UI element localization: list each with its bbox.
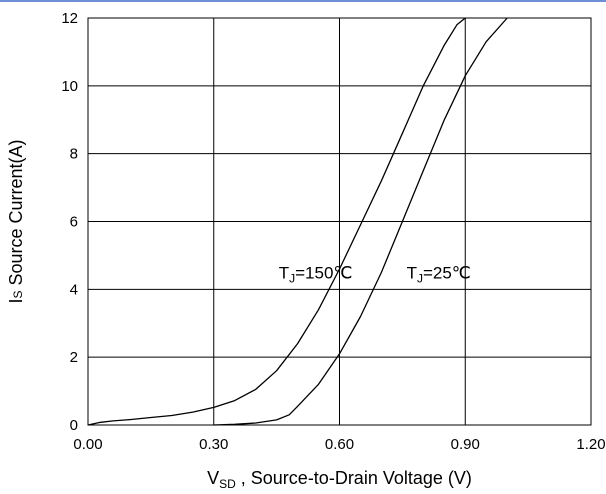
y-axis-title-prefix: I: [6, 299, 26, 304]
series-annotation-2: TJ=25℃: [407, 263, 471, 285]
y-tick-label: 8: [70, 146, 78, 163]
x-axis-title-main: V: [207, 468, 219, 488]
y-tick-label: 10: [61, 78, 78, 95]
x-tick-label: 0.00: [73, 436, 102, 453]
x-axis-title: VSD , Source-to-Drain Voltage (V): [207, 468, 472, 491]
annotation-main: T: [279, 263, 289, 282]
y-tick-label: 2: [70, 349, 78, 366]
y-tick-label: 0: [70, 417, 78, 434]
annotation-sub: J: [289, 271, 295, 285]
x-tick-label: 0.90: [451, 436, 480, 453]
y-axis-title: IS Source Current(A): [6, 139, 26, 303]
x-tick-label: 0.60: [325, 436, 354, 453]
tick-labels: 0.00 0.30 0.60 0.90 1.20 0 2 4 6 8 10 12: [61, 10, 605, 453]
x-axis-title-rest: , Source-to-Drain Voltage (V): [236, 468, 472, 488]
y-tick-label: 12: [61, 10, 78, 27]
x-axis-title-sub: SD: [219, 477, 236, 491]
x-tick-label: 0.30: [199, 436, 228, 453]
grid: [88, 18, 591, 425]
annotation-rest: =25℃: [423, 263, 471, 282]
y-tick-label: 6: [70, 214, 78, 231]
y-axis-title-rest: Source Current(A): [6, 139, 26, 290]
annotation-sub: J: [417, 271, 423, 285]
y-tick-label: 4: [70, 281, 78, 298]
y-axis-title-sub: S: [11, 291, 25, 299]
annotation-rest: =150℃: [295, 263, 352, 282]
annotations: TJ=150℃ TJ=25℃: [279, 263, 471, 285]
plot-frame: [87, 17, 592, 426]
series-line-1: [87, 17, 466, 426]
series-line-2: [213, 17, 508, 426]
x-tick-label: 1.20: [576, 436, 605, 453]
series-annotation-1: TJ=150℃: [279, 263, 353, 285]
annotation-main: T: [407, 263, 417, 282]
series-group: [87, 17, 508, 426]
